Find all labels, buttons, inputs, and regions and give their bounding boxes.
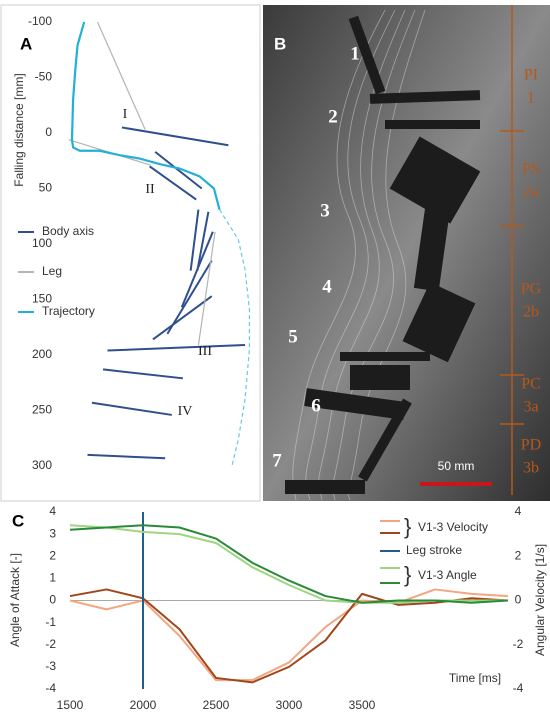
legend-label: Body axis [42,224,94,238]
y-tick-label: -2 [45,637,56,651]
photo [263,5,550,501]
y-tick-label: 2 [49,548,56,562]
specimen-label: 3 [320,200,330,221]
legend-brace: } [404,514,411,539]
y2-tick-label: 0 [515,593,522,607]
phase-sub: 3a [523,399,538,416]
x-axis-label: Time [ms] [449,671,501,685]
series-line [70,589,508,682]
annotation: II [145,182,155,197]
y-axis-label: Angle of Attack [-] [8,553,22,647]
x-tick-label: 2500 [203,698,230,712]
y-tick-label: 0 [49,593,56,607]
panel-label: C [12,511,24,530]
y2-tick-label: -2 [513,637,524,651]
x-tick-label: 3500 [349,698,376,712]
phase-name: PD [521,437,541,454]
y-tick-label: 250 [32,403,52,417]
annotation: IV [178,404,193,419]
y2-tick-label: 2 [515,548,522,562]
scale-label: 50 mm [438,459,475,473]
y-axis-label: Falling distance [mm] [12,73,26,186]
phase-name: PC [521,376,541,393]
x-tick-label: 2000 [130,698,157,712]
y-tick-label: 0 [45,125,52,139]
y2-tick-label: 4 [515,504,522,518]
x-tick-label: 3000 [276,698,303,712]
y-tick-label: -1 [45,615,56,629]
annotation: I [123,107,128,122]
phase-sub: 2b [523,304,539,321]
specimen-label: 2 [328,106,338,127]
specimen-label: 4 [322,276,332,297]
y-tick-label: 4 [49,504,56,518]
legend-label: Leg stroke [406,543,462,557]
phase-sub: 1 [527,90,535,107]
specimen-label: 6 [311,395,321,416]
y-tick-label: -50 [35,70,53,84]
y-tick-label: 50 [39,181,53,195]
specimen-label: 1 [350,43,360,64]
legend-label: V1-3 Velocity [418,520,488,534]
y-tick-label: -3 [45,659,56,673]
phase-sub: 2a [523,184,538,201]
y2-axis-label: Angular Velocity [1/s] [533,544,547,656]
y-tick-label: 1 [49,571,56,585]
y-tick-label: 3 [49,526,56,540]
panel-label: A [20,34,32,53]
annotation: III [198,344,212,359]
specimen-label: 7 [272,450,282,471]
phase-name: PG [521,281,542,298]
legend-label: Trajectory [42,304,95,318]
y-tick-label: 100 [32,236,52,250]
legend-label: V1-3 Angle [418,568,477,582]
legend-brace: } [404,562,411,587]
phase-sub: 3b [523,460,539,477]
legend-label: Leg [42,264,62,278]
y-tick-label: 300 [32,458,52,472]
specimen-label: 5 [288,326,298,347]
y-tick-label: 200 [32,347,52,361]
phase-name: PI [524,67,538,84]
y-tick-label: -4 [45,681,56,695]
x-tick-label: 1500 [57,698,84,712]
panel-label: B [274,34,286,53]
phase-name: PS [522,161,540,178]
y-tick-label: -100 [28,14,52,28]
figure: A B C 50 mm Falling distance [mm] Angle … [0,0,550,718]
y2-tick-label: -4 [513,681,524,695]
